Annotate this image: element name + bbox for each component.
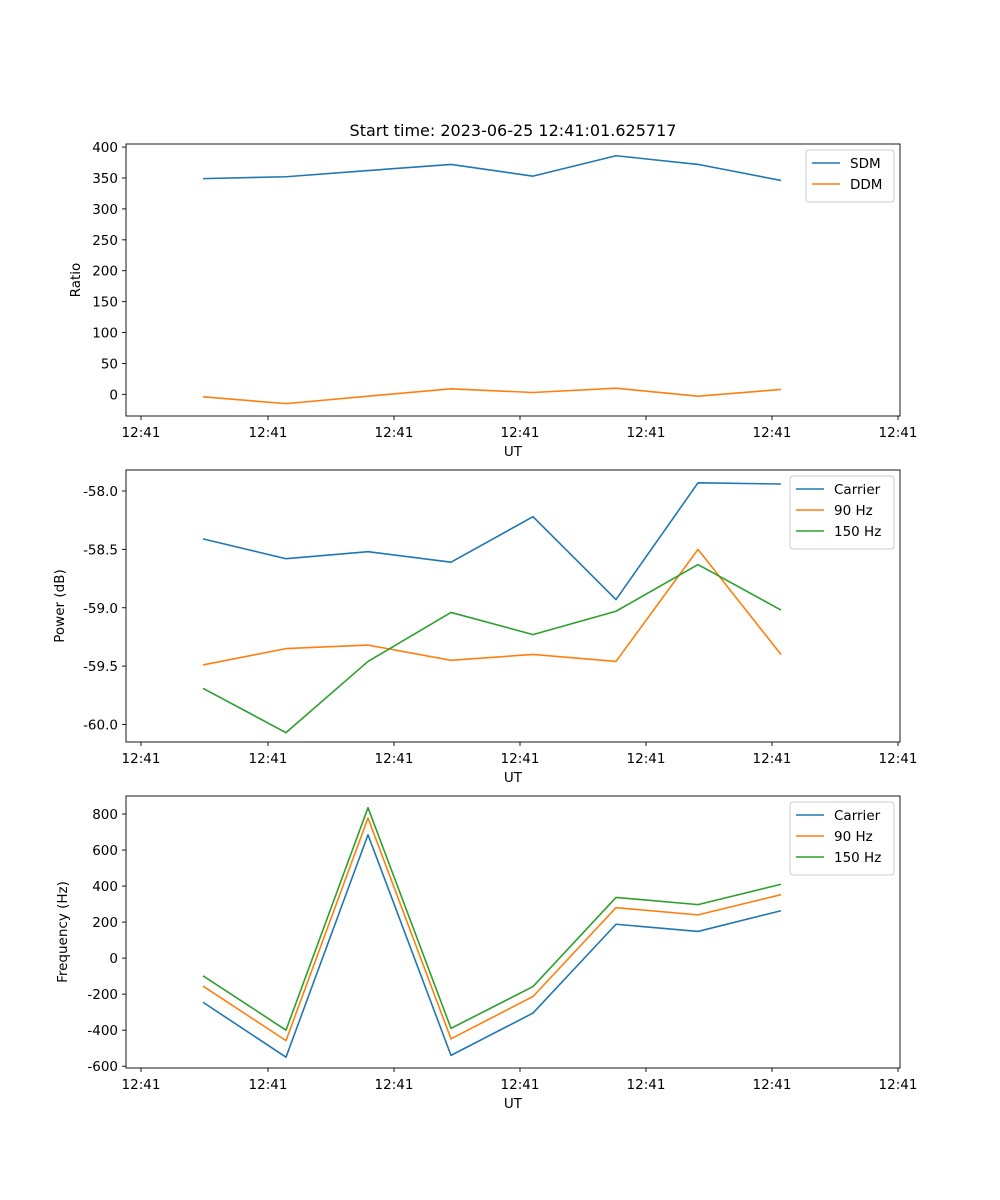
x-tick-label: 12:41 xyxy=(122,751,161,767)
y-axis-label: Ratio xyxy=(68,263,84,298)
legend-label: 150 Hz xyxy=(834,524,881,540)
x-tick-label: 12:41 xyxy=(375,1077,414,1093)
x-tick-label: 12:41 xyxy=(122,425,161,441)
y-axis-label: Power (dB) xyxy=(52,569,68,642)
x-tick-label: 12:41 xyxy=(249,751,288,767)
x-tick-label: 12:41 xyxy=(879,425,918,441)
x-tick-label: 12:41 xyxy=(753,425,792,441)
y-tick-label: 400 xyxy=(92,879,118,895)
series-line-150-hz xyxy=(202,563,782,734)
x-tick-label: 12:41 xyxy=(627,1077,666,1093)
y-tick-label: -59.0 xyxy=(83,601,118,617)
series-line-150-hz xyxy=(202,806,782,1031)
legend-label: Carrier xyxy=(834,482,881,498)
x-axis-label: UT xyxy=(504,444,523,460)
y-tick-label: 0 xyxy=(109,387,118,403)
panel-3: -600 -400 -200 0 200 400 600 800 12:41 12:41 12:41… xyxy=(55,795,918,1112)
legend-label: 90 Hz xyxy=(834,829,873,845)
legend-label: 150 Hz xyxy=(834,850,881,866)
y-tick-label: -400 xyxy=(87,1023,118,1039)
x-tick-label: 12:41 xyxy=(627,751,666,767)
series-line-sdm xyxy=(202,154,782,182)
y-tick-label: 200 xyxy=(92,915,118,931)
legend-label: SDM xyxy=(850,156,881,172)
x-tick-label: 12:41 xyxy=(122,1077,161,1093)
legend: Carrier 90 Hz 150 Hz xyxy=(789,475,895,550)
y-tick-label: -60.0 xyxy=(83,717,118,733)
y-tick-label: 800 xyxy=(92,807,118,823)
legend-label: 90 Hz xyxy=(834,503,873,519)
axes-frame xyxy=(125,469,901,743)
x-tick-label: 12:41 xyxy=(249,425,288,441)
y-tick-label: 350 xyxy=(92,171,118,187)
y-tick-label: -200 xyxy=(87,987,118,1003)
legend-label: DDM xyxy=(850,177,882,193)
panel-1: 0 50 100 150 200 250 300 350 400 12:41 12:41 12:41 1… xyxy=(68,140,917,460)
y-tick-label: 600 xyxy=(92,843,118,859)
x-tick-label: 12:41 xyxy=(501,751,540,767)
y-tick-label: 50 xyxy=(101,356,118,372)
legend-label: Carrier xyxy=(834,808,881,824)
y-axis-label: Frequency (Hz) xyxy=(55,881,71,983)
y-tick-label: -58.5 xyxy=(83,542,118,558)
legend: SDM DDM xyxy=(805,149,895,203)
x-tick-label: 12:41 xyxy=(879,751,918,767)
series-line-90-hz xyxy=(202,817,782,1042)
x-tick-label: 12:41 xyxy=(501,425,540,441)
x-tick-label: 12:41 xyxy=(627,425,666,441)
panel-2: -60.0 -59.5 -59.0 -58.5 -58.0 12:41 12:41 12:41… xyxy=(52,469,918,786)
y-tick-label: 300 xyxy=(92,202,118,218)
y-tick-label: -58.0 xyxy=(83,484,118,500)
x-axis-label: UT xyxy=(504,770,523,786)
series-line-ddm xyxy=(202,387,782,405)
y-tick-label: 400 xyxy=(92,140,118,156)
x-tick-label: 12:41 xyxy=(753,1077,792,1093)
legend: Carrier 90 Hz 150 Hz xyxy=(789,801,895,876)
panels: 0 50 100 150 200 250 300 350 400 12:41 12:41 12:41 1… xyxy=(52,140,917,1112)
y-tick-label: -600 xyxy=(87,1059,118,1075)
axes-frame xyxy=(125,795,901,1069)
y-tick-label: -59.5 xyxy=(83,659,118,675)
y-tick-label: 250 xyxy=(92,233,118,249)
y-tick-label: 150 xyxy=(92,295,118,311)
series-line-carrier xyxy=(202,482,782,601)
y-tick-label: 100 xyxy=(92,326,118,342)
x-tick-label: 12:41 xyxy=(375,751,414,767)
x-tick-label: 12:41 xyxy=(249,1077,288,1093)
y-tick-label: 0 xyxy=(109,951,118,967)
chart-title: Start time: 2023-06-25 12:41:01.625717 xyxy=(350,121,677,140)
y-tick-label: 200 xyxy=(92,264,118,280)
x-tick-label: 12:41 xyxy=(879,1077,918,1093)
series-line-carrier xyxy=(202,833,782,1058)
x-tick-label: 12:41 xyxy=(375,425,414,441)
x-tick-label: 12:41 xyxy=(501,1077,540,1093)
series-line-90-hz xyxy=(202,548,782,666)
x-axis-label: UT xyxy=(504,1096,523,1112)
x-tick-label: 12:41 xyxy=(753,751,792,767)
axes-frame xyxy=(125,143,901,417)
